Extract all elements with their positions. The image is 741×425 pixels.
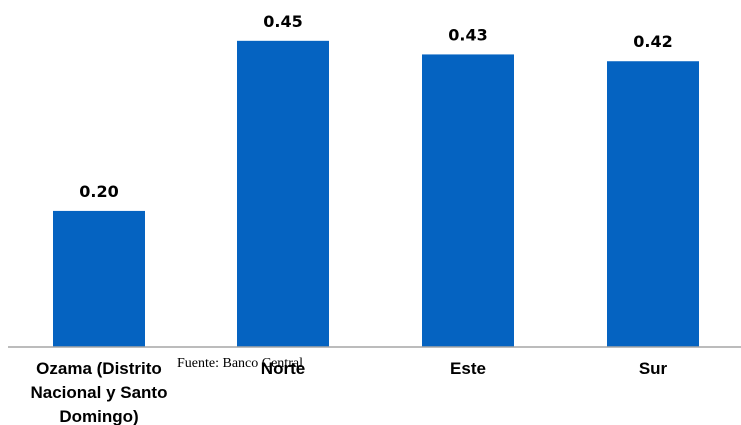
category-label-0-line-0: Ozama (Distrito <box>36 359 162 378</box>
data-label-2: 0.43 <box>448 25 487 44</box>
category-labels-group: Ozama (Distrito Nacional y Santo Domingo) N… <box>31 359 668 425</box>
data-label-3: 0.42 <box>633 32 672 51</box>
category-label-0-line-1: Nacional y Santo <box>31 383 168 402</box>
value-labels-group: 0.20 0.45 0.43 0.42 <box>79 12 672 201</box>
category-label-3-line-0: Sur <box>639 359 668 378</box>
category-label-0-line-2: Domingo) <box>59 407 138 425</box>
bar-3 <box>607 61 699 348</box>
bar-0 <box>53 210 145 347</box>
category-label-2-line-0: Este <box>450 359 486 378</box>
category-label-1-line-0: Norte <box>261 359 305 378</box>
source-note: Fuente: Banco Central <box>177 356 303 371</box>
bar-1 <box>237 40 329 348</box>
bar-2 <box>422 54 514 348</box>
data-label-0: 0.20 <box>79 182 118 201</box>
bars-group <box>53 40 699 348</box>
data-label-1: 0.45 <box>263 12 302 31</box>
